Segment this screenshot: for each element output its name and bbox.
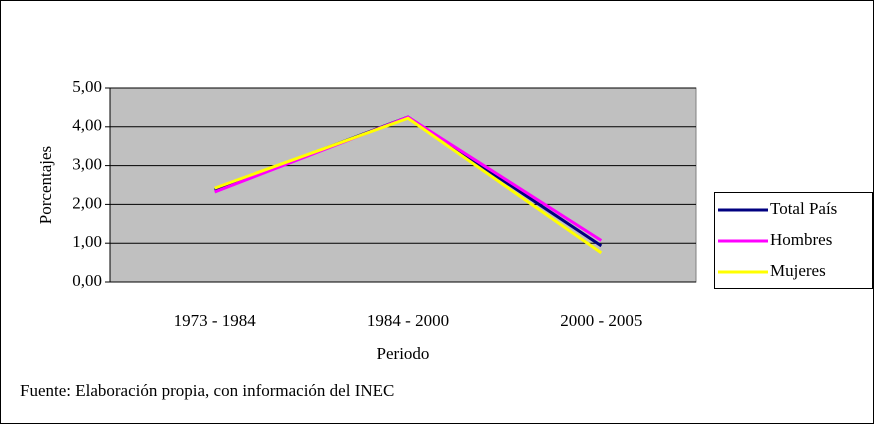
y-tick-label: 4,00 — [72, 116, 102, 135]
legend-label: Hombres — [770, 230, 832, 249]
legend-label: Mujeres — [770, 261, 826, 280]
y-tick-label: 3,00 — [72, 155, 102, 174]
y-tick-label: 2,00 — [72, 193, 102, 212]
x-tick-label: 1984 - 2000 — [367, 311, 449, 330]
y-axis-label: Porcentajes — [36, 146, 55, 224]
y-tick-label: 0,00 — [72, 271, 102, 290]
x-axis-label: Periodo — [377, 344, 430, 363]
source-note: Fuente: Elaboración propia, con informac… — [20, 381, 394, 400]
y-tick-label: 5,00 — [72, 77, 102, 96]
x-tick-label: 1973 - 1984 — [174, 311, 257, 330]
x-tick-label: 2000 - 2005 — [560, 311, 642, 330]
y-tick-label: 1,00 — [72, 232, 102, 251]
series-line — [214, 116, 603, 255]
plot-area — [109, 87, 697, 283]
legend-label: Total País — [770, 199, 837, 218]
